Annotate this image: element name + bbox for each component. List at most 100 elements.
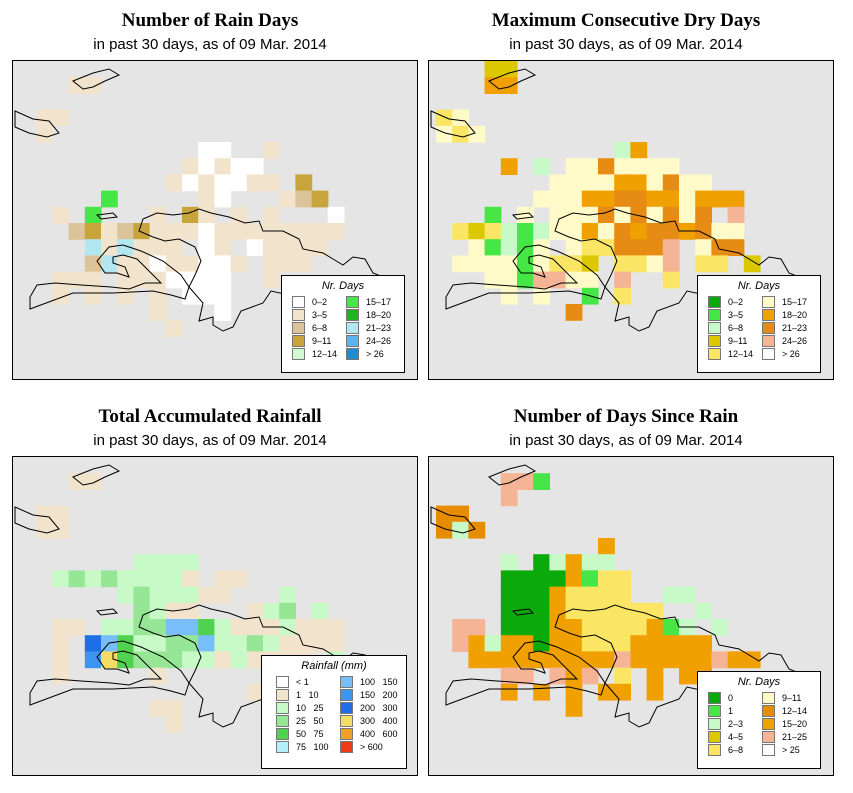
coastline <box>72 68 121 90</box>
grid-cell <box>565 619 583 636</box>
grid-cell <box>149 223 167 240</box>
legend-swatch <box>276 676 289 688</box>
legend-swatch <box>708 692 721 704</box>
legend: Nr. Days 0–2 3–5 6–8 9–11 12–14 15–17 18–20 21–… <box>697 275 821 373</box>
grid-cell <box>149 287 167 305</box>
grid-cell <box>565 651 583 669</box>
legend-swatch <box>340 741 353 753</box>
grid-cell <box>500 158 518 175</box>
legend-label: 3–5 <box>312 310 328 320</box>
legend-swatch <box>708 744 721 756</box>
coastline <box>72 464 121 486</box>
legend-swatch <box>292 296 305 308</box>
grid-cell <box>711 255 729 273</box>
grid-cell <box>198 287 215 305</box>
grid-cell <box>52 651 70 669</box>
grid-cell <box>279 602 296 620</box>
grid-cell <box>198 255 215 273</box>
grid-cell <box>198 651 215 669</box>
grid-cell <box>133 239 151 256</box>
legend: Nr. Days 0–2 3–5 6–8 9–11 12–14 15–17 18–20 21–… <box>281 275 405 373</box>
grid-cell <box>598 586 615 604</box>
grid-cell <box>565 700 583 717</box>
grid-cell <box>500 667 518 685</box>
grid-cell <box>214 586 232 604</box>
grid-cell <box>695 255 712 273</box>
panel-subtitle: in past 30 days, as of 09 Mar. 2014 <box>93 432 327 449</box>
grid-cell <box>533 635 550 652</box>
grid-cell <box>117 287 134 305</box>
grid-cell <box>549 554 567 571</box>
grid-cell <box>52 667 70 685</box>
panel-title: Number of Days Since Rain <box>513 406 739 427</box>
grid-cell <box>165 651 183 669</box>
grid-cell <box>614 142 631 159</box>
grid-cell <box>581 619 599 636</box>
legend-title: Nr. Days <box>737 676 781 688</box>
legend-label: > 25 <box>782 745 800 755</box>
grid-cell <box>662 635 680 652</box>
coastline <box>445 244 606 310</box>
grid-cell <box>630 142 648 159</box>
legend-label: 18–20 <box>366 310 392 320</box>
grid-cell <box>727 239 745 256</box>
grid-cell <box>452 125 469 143</box>
grid-cell <box>230 635 248 652</box>
grid-cell <box>198 239 215 256</box>
panel-days-since: Number of Days Since Rain in past 30 day… <box>416 396 836 792</box>
grid-cell <box>295 635 313 652</box>
grid-cell <box>214 271 232 289</box>
grid-cell <box>295 255 313 273</box>
grid-cell <box>581 190 599 208</box>
grid-cell <box>500 271 518 289</box>
legend-swatch <box>276 702 289 714</box>
grid-cell <box>279 586 296 604</box>
grid-cell <box>517 602 534 620</box>
grid-cell <box>500 223 518 240</box>
grid-cell <box>165 320 183 337</box>
panel-title: Maximum Consecutive Dry Days <box>491 10 761 31</box>
grid-cell <box>246 683 264 701</box>
grid-cell <box>52 505 70 523</box>
grid-cell <box>565 635 583 652</box>
grid-cell <box>149 570 167 588</box>
grid-cell <box>117 223 134 240</box>
grid-cell <box>662 239 680 256</box>
grid-cell <box>198 190 215 208</box>
grid-cell <box>295 190 313 208</box>
grid-cell <box>133 619 151 636</box>
legend-label: 6–8 <box>728 745 744 755</box>
grid-cell <box>630 239 648 256</box>
grid-cell <box>484 651 502 669</box>
grid-cell <box>101 651 118 669</box>
grid-cell <box>468 223 486 240</box>
legend-label: 9–11 <box>728 336 748 346</box>
grid-cell <box>182 635 199 652</box>
legend-label: 15–17 <box>782 297 808 307</box>
legend-swatch <box>762 744 775 756</box>
grid-cell <box>695 174 712 192</box>
grid-cell <box>646 158 664 175</box>
grid-cell <box>327 635 345 652</box>
legend-swatch <box>346 335 359 347</box>
grid-cell <box>101 223 118 240</box>
grid-cell <box>679 206 696 224</box>
grid-cell <box>279 239 296 256</box>
grid-cell <box>598 602 615 620</box>
grid-cell <box>84 271 102 289</box>
grid-cell <box>711 651 729 669</box>
grid-cell <box>84 635 102 652</box>
grid-cell <box>165 586 183 604</box>
grid-cell <box>662 174 680 192</box>
grid-cell <box>598 239 615 256</box>
legend-swatch <box>340 702 353 714</box>
legend-swatch <box>346 348 359 360</box>
grid-cell <box>246 635 264 652</box>
legend-swatch <box>292 322 305 334</box>
grid-cell <box>598 174 615 192</box>
grid-cell <box>614 206 631 224</box>
grid-cell <box>581 158 599 175</box>
grid-cell <box>84 255 102 273</box>
grid-cell <box>101 255 118 273</box>
grid-cell <box>230 223 248 240</box>
